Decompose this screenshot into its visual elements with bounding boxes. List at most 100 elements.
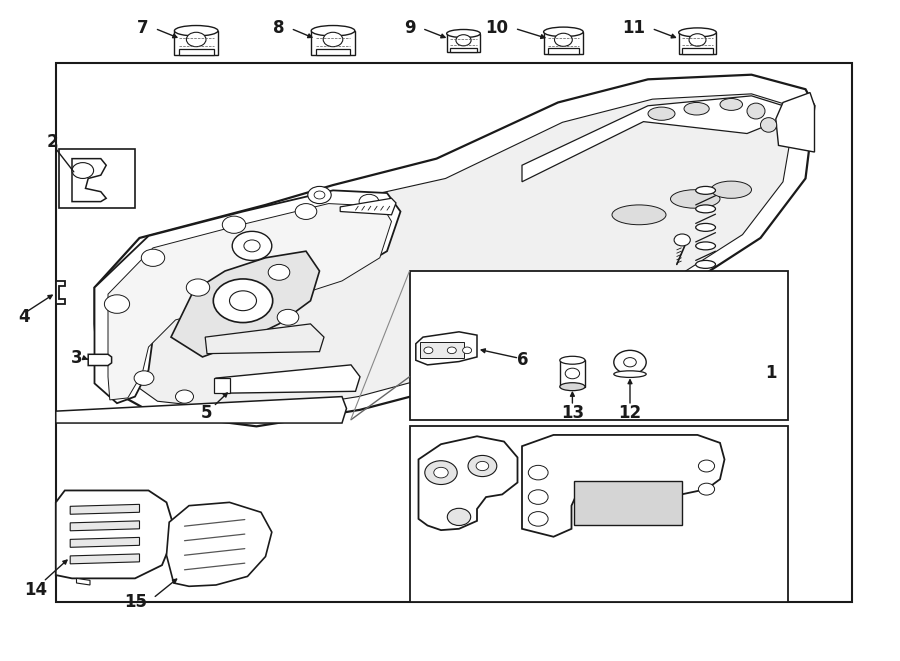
Ellipse shape	[670, 190, 720, 208]
Bar	[560, 360, 585, 387]
Circle shape	[186, 32, 206, 47]
Circle shape	[244, 240, 260, 252]
Circle shape	[447, 347, 456, 354]
Polygon shape	[70, 554, 140, 564]
Circle shape	[424, 347, 433, 354]
Bar	[179, 49, 213, 55]
Bar	[450, 48, 477, 52]
Ellipse shape	[544, 27, 583, 36]
Polygon shape	[522, 96, 788, 182]
Circle shape	[72, 163, 94, 178]
Polygon shape	[70, 521, 140, 531]
Ellipse shape	[175, 26, 218, 36]
Circle shape	[674, 234, 690, 246]
Polygon shape	[216, 365, 360, 393]
Polygon shape	[522, 435, 725, 537]
Text: 15: 15	[123, 592, 147, 611]
Bar	[316, 49, 350, 55]
Polygon shape	[94, 75, 814, 426]
Circle shape	[554, 33, 572, 46]
Polygon shape	[108, 204, 392, 400]
Circle shape	[104, 295, 130, 313]
Circle shape	[176, 390, 194, 403]
Ellipse shape	[560, 356, 585, 364]
Circle shape	[689, 34, 706, 46]
Ellipse shape	[720, 98, 742, 110]
Circle shape	[359, 194, 379, 209]
Ellipse shape	[696, 260, 716, 268]
Ellipse shape	[446, 30, 481, 38]
Circle shape	[476, 461, 489, 471]
Circle shape	[134, 371, 154, 385]
Text: 7: 7	[137, 19, 148, 38]
Bar	[410, 426, 788, 602]
Ellipse shape	[747, 103, 765, 119]
Text: 13: 13	[561, 404, 584, 422]
Text: 6: 6	[518, 351, 529, 369]
Ellipse shape	[760, 118, 777, 132]
Text: 3: 3	[71, 349, 83, 368]
Bar	[175, 31, 218, 55]
Ellipse shape	[612, 205, 666, 225]
Ellipse shape	[696, 205, 716, 213]
Text: 1: 1	[765, 364, 777, 383]
Text: 4: 4	[18, 308, 30, 327]
Polygon shape	[776, 93, 814, 152]
Text: 11: 11	[622, 19, 645, 38]
Ellipse shape	[614, 371, 646, 377]
Ellipse shape	[696, 242, 716, 250]
Ellipse shape	[311, 26, 355, 36]
Polygon shape	[76, 578, 90, 585]
Text: 8: 8	[273, 19, 284, 38]
Text: 14: 14	[24, 580, 48, 599]
Circle shape	[528, 490, 548, 504]
Bar	[574, 481, 682, 525]
Polygon shape	[88, 354, 112, 366]
Circle shape	[232, 231, 272, 260]
Circle shape	[308, 186, 331, 204]
Ellipse shape	[679, 28, 716, 37]
Circle shape	[565, 368, 580, 379]
Circle shape	[463, 347, 472, 354]
Circle shape	[141, 249, 165, 266]
Circle shape	[425, 461, 457, 485]
Circle shape	[213, 279, 273, 323]
Circle shape	[528, 465, 548, 480]
Circle shape	[230, 291, 256, 311]
Ellipse shape	[560, 383, 585, 391]
Circle shape	[528, 512, 548, 526]
Bar	[58, 149, 135, 208]
Polygon shape	[94, 190, 400, 403]
Polygon shape	[416, 332, 477, 365]
Text: 12: 12	[618, 404, 642, 422]
Ellipse shape	[684, 102, 709, 115]
Bar	[547, 48, 580, 54]
Circle shape	[614, 350, 646, 374]
Circle shape	[468, 455, 497, 477]
Bar	[410, 271, 788, 420]
Bar	[679, 32, 716, 54]
Text: 5: 5	[202, 404, 212, 422]
Circle shape	[447, 508, 471, 525]
Text: 9: 9	[404, 19, 416, 38]
Bar	[544, 32, 583, 54]
Circle shape	[698, 483, 715, 495]
Polygon shape	[117, 94, 794, 412]
Ellipse shape	[648, 107, 675, 120]
Polygon shape	[205, 324, 324, 354]
Polygon shape	[166, 502, 272, 586]
Circle shape	[295, 204, 317, 219]
Polygon shape	[70, 537, 140, 547]
Ellipse shape	[696, 186, 716, 194]
Bar	[682, 48, 713, 54]
Polygon shape	[418, 436, 518, 530]
Polygon shape	[340, 198, 396, 215]
Text: 10: 10	[485, 19, 508, 38]
Bar	[311, 31, 355, 55]
Circle shape	[456, 35, 471, 46]
Polygon shape	[72, 159, 106, 202]
Circle shape	[314, 191, 325, 199]
Circle shape	[222, 216, 246, 233]
Ellipse shape	[711, 181, 751, 198]
Circle shape	[624, 358, 636, 367]
